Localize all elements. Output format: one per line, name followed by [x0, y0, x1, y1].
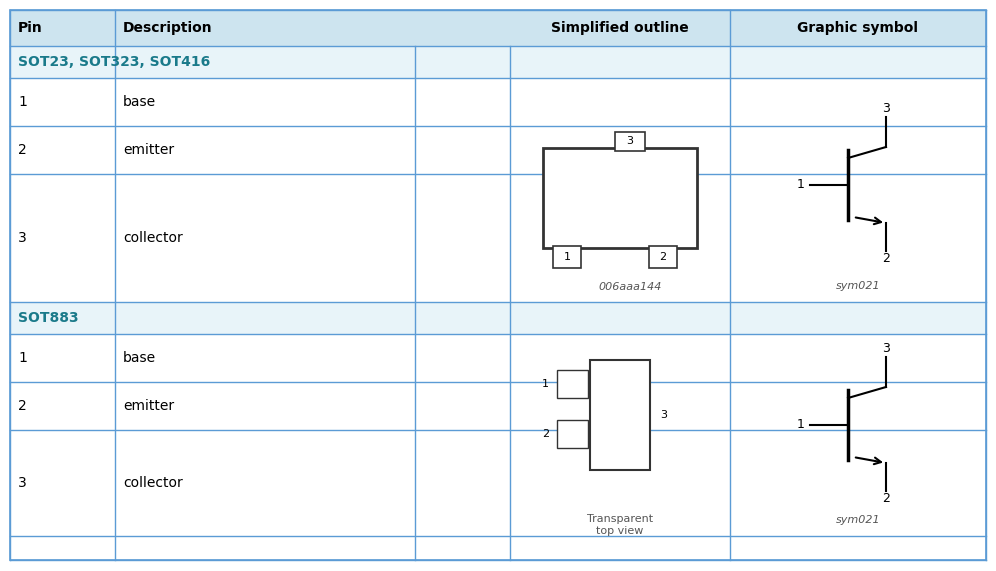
Text: emitter: emitter [123, 143, 174, 157]
Text: collector: collector [123, 476, 182, 490]
Text: 3: 3 [626, 136, 633, 147]
Text: 1: 1 [542, 379, 549, 389]
Text: 1: 1 [564, 252, 571, 262]
Text: 2: 2 [542, 429, 549, 439]
Text: collector: collector [123, 231, 182, 245]
Text: SOT23, SOT323, SOT416: SOT23, SOT323, SOT416 [18, 55, 210, 69]
Text: base: base [123, 95, 156, 109]
Bar [557, 370, 588, 398]
Text: Graphic symbol: Graphic symbol [798, 21, 918, 35]
Text: 2: 2 [882, 493, 890, 505]
Text: Simplified outline: Simplified outline [551, 21, 689, 35]
Text: 1: 1 [797, 419, 805, 432]
Text: 3: 3 [882, 103, 890, 115]
Bar [615, 132, 645, 151]
Text: 2: 2 [659, 252, 666, 262]
Text: sym021: sym021 [836, 281, 880, 291]
Text: Pin: Pin [18, 21, 43, 35]
Bar [649, 246, 677, 268]
Text: 3: 3 [660, 410, 667, 420]
Text: 006aaa144: 006aaa144 [599, 282, 661, 292]
Bar [590, 360, 650, 470]
Text: base: base [123, 351, 156, 365]
Text: SOT883: SOT883 [18, 311, 79, 325]
Bar [543, 148, 697, 248]
Text: 1: 1 [18, 95, 27, 109]
Text: Description: Description [123, 21, 212, 35]
Bar [557, 420, 588, 448]
Bar [10, 302, 986, 334]
Bar [10, 10, 986, 46]
Text: 1: 1 [797, 179, 805, 191]
Text: emitter: emitter [123, 399, 174, 413]
Text: 2: 2 [882, 252, 890, 266]
Text: sym021: sym021 [836, 515, 880, 525]
Text: 1: 1 [18, 351, 27, 365]
Text: Transparent
top view: Transparent top view [587, 514, 653, 536]
Text: 2: 2 [18, 399, 27, 413]
Text: 3: 3 [18, 231, 27, 245]
Bar [553, 246, 581, 268]
Text: 3: 3 [18, 476, 27, 490]
Text: 3: 3 [882, 343, 890, 356]
Text: 2: 2 [18, 143, 27, 157]
Bar [10, 46, 986, 78]
